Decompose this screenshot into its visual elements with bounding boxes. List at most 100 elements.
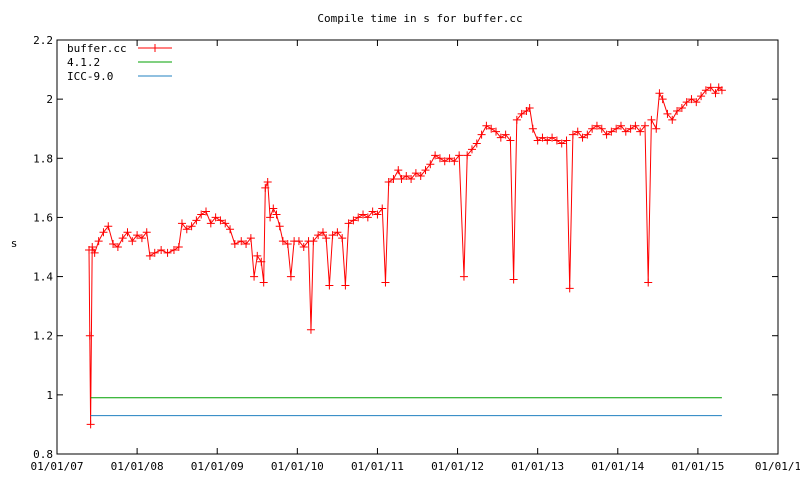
data-point xyxy=(237,237,246,246)
data-point xyxy=(145,251,154,260)
series-line xyxy=(88,86,723,425)
data-point xyxy=(658,95,667,104)
data-point xyxy=(389,174,398,183)
data-point xyxy=(349,216,358,225)
data-point xyxy=(463,151,472,160)
data-point xyxy=(573,127,582,136)
data-point xyxy=(94,237,103,246)
legend-marker xyxy=(151,44,159,52)
data-point xyxy=(431,151,440,160)
data-point xyxy=(445,154,454,163)
data-point xyxy=(187,222,196,231)
data-point xyxy=(174,243,183,251)
data-point xyxy=(318,228,327,237)
data-point xyxy=(363,213,372,222)
data-point xyxy=(202,207,211,216)
data-point xyxy=(157,245,166,254)
data-point xyxy=(182,225,191,234)
data-point xyxy=(269,204,278,213)
data-point xyxy=(697,92,706,101)
y-tick-label: 2 xyxy=(46,93,53,106)
data-point xyxy=(562,136,571,145)
data-point xyxy=(259,278,268,287)
data-point xyxy=(402,172,411,181)
data-point xyxy=(275,222,284,231)
data-point xyxy=(266,213,275,222)
y-tick-label: 1.2 xyxy=(33,330,53,343)
data-point xyxy=(253,251,262,260)
data-point xyxy=(701,86,710,95)
legend-item: ICC-9.0 xyxy=(67,70,172,83)
data-point xyxy=(177,219,186,228)
data-point xyxy=(626,124,635,133)
data-point xyxy=(477,130,486,139)
data-point xyxy=(113,243,122,251)
data-point xyxy=(517,109,526,118)
data-point xyxy=(359,210,368,219)
legend-label: 4.1.2 xyxy=(67,56,100,69)
data-point xyxy=(631,121,640,130)
data-point xyxy=(421,166,430,175)
y-tick-label: 2.2 xyxy=(33,34,53,47)
data-point xyxy=(384,177,393,186)
data-point xyxy=(543,136,552,145)
y-axis-label: s xyxy=(11,237,18,250)
data-point xyxy=(677,104,686,113)
data-point xyxy=(109,240,118,249)
data-point xyxy=(328,231,337,240)
data-point xyxy=(459,272,468,281)
data-point xyxy=(394,166,403,175)
data-point xyxy=(644,278,653,287)
data-point xyxy=(137,234,146,243)
data-point xyxy=(426,160,435,169)
y-tick-label: 1.6 xyxy=(33,211,53,224)
data-point xyxy=(557,139,566,148)
x-tick-label: 01/01/07 xyxy=(31,460,84,473)
data-point xyxy=(309,237,318,246)
data-point xyxy=(104,222,113,231)
data-point xyxy=(368,207,377,216)
data-point xyxy=(506,136,515,145)
data-point xyxy=(592,121,601,130)
data-point xyxy=(286,272,295,281)
data-point xyxy=(325,281,334,290)
data-point xyxy=(407,174,416,183)
x-tick-label: 01/01/15 xyxy=(671,460,724,473)
data-point xyxy=(263,177,272,186)
data-point xyxy=(525,104,534,113)
data-point xyxy=(397,174,406,183)
data-point xyxy=(197,210,206,219)
data-point xyxy=(416,172,425,181)
data-point xyxy=(283,240,292,249)
data-point xyxy=(99,228,108,237)
data-point xyxy=(246,234,255,243)
data-point xyxy=(373,210,382,219)
data-point xyxy=(687,95,696,104)
data-point xyxy=(472,139,481,148)
data-point xyxy=(90,248,99,257)
data-point xyxy=(602,130,611,139)
data-point xyxy=(278,237,287,246)
data-point xyxy=(261,183,270,192)
data-point xyxy=(552,136,561,145)
data-point xyxy=(621,127,630,136)
data-point xyxy=(482,121,491,130)
data-point xyxy=(338,234,347,243)
data-point xyxy=(133,231,142,240)
data-point xyxy=(250,272,259,281)
data-point xyxy=(221,219,230,228)
data-point xyxy=(636,127,645,136)
y-tick-label: 1.8 xyxy=(33,152,53,165)
data-point xyxy=(467,145,476,154)
data-point xyxy=(440,157,449,166)
data-point xyxy=(673,106,682,115)
data-point xyxy=(378,204,387,213)
data-point xyxy=(568,130,577,139)
data-point xyxy=(655,89,664,98)
x-tick-label: 01/01/12 xyxy=(431,460,484,473)
x-tick-label: 01/01/14 xyxy=(591,460,644,473)
data-point xyxy=(411,169,420,178)
legend-label: buffer.cc xyxy=(67,42,127,55)
data-point xyxy=(142,228,151,237)
